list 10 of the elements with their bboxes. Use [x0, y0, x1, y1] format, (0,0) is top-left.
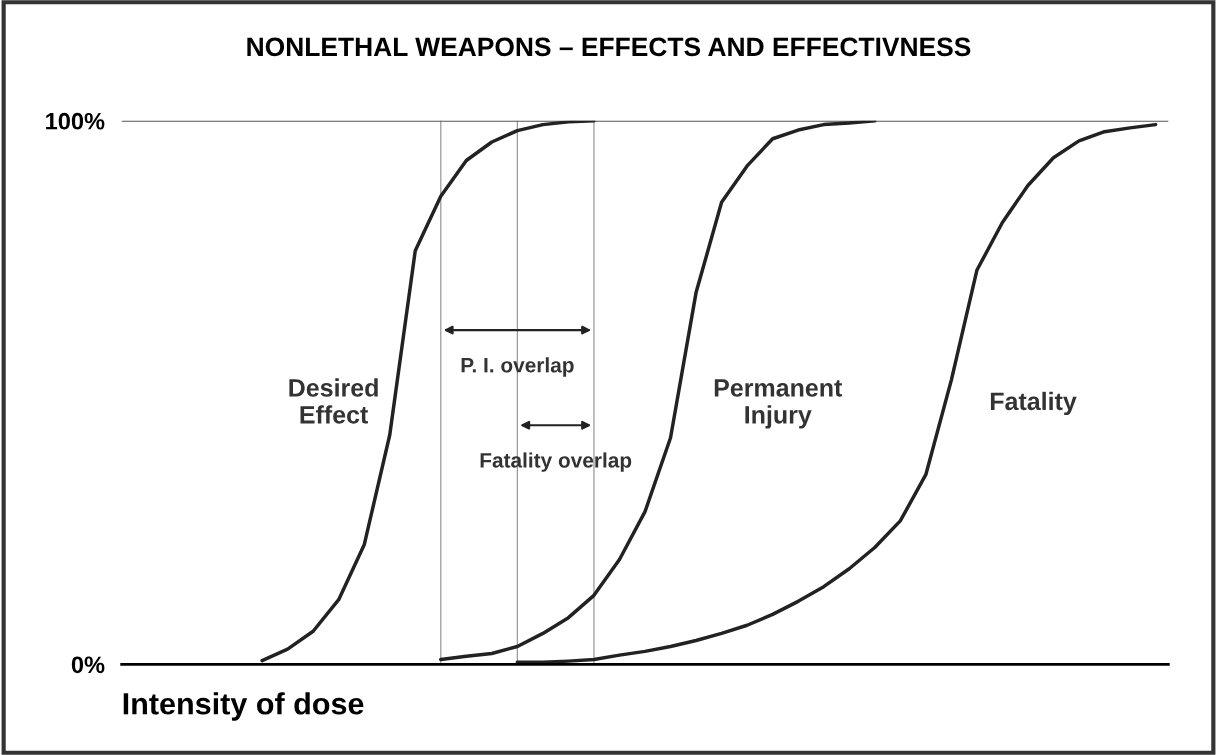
- series-label: Desired Effect: [289, 378, 378, 424]
- series-label: Fatality: [990, 391, 1077, 416]
- series-label: Permanent Injury: [714, 379, 843, 429]
- annotation: Fatality overlap: [480, 452, 632, 472]
- line-series: [439, 120, 877, 662]
- annotation: P. I. overlap: [461, 357, 574, 377]
- y-tick-label: 0%: [71, 656, 105, 674]
- x-axis-title: Intensity of dose: [123, 692, 364, 721]
- y-tick-label: 100%: [46, 112, 105, 130]
- chart-title: NONLETHAL WEAPONS – EFFECTS AND EFFECTIVNESS: [247, 37, 971, 57]
